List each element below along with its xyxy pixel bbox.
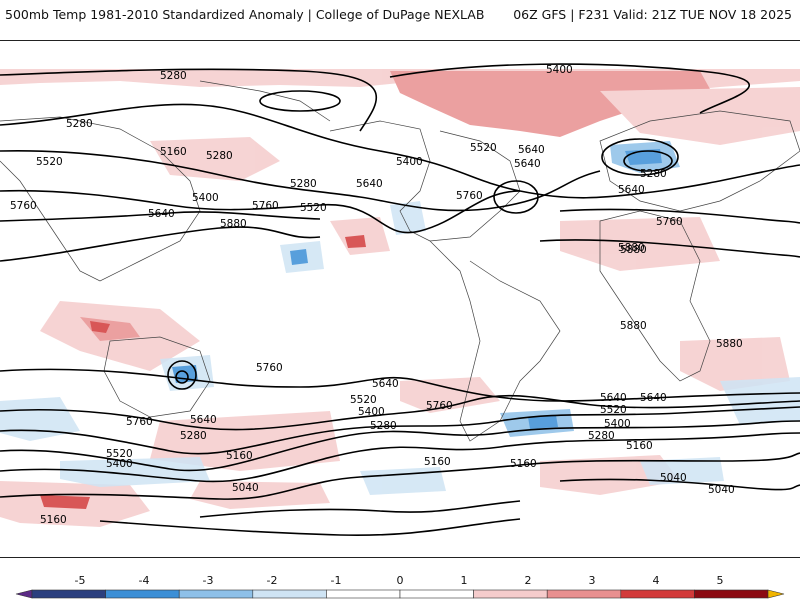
contour-label: 5280 — [370, 420, 397, 432]
contour-label: 5160 — [226, 450, 253, 462]
contour-label: 5520 — [600, 404, 627, 416]
contour-label: 5400 — [546, 64, 573, 76]
contour-label: 5040 — [660, 472, 687, 484]
colorbar-segments — [15, 589, 785, 599]
contour-label: 5280 — [160, 70, 187, 82]
contour-label: 5160 — [626, 440, 653, 452]
colorbar-label: 2 — [524, 574, 532, 587]
contour-label: 5760 — [456, 190, 483, 202]
colorbar-svg — [15, 589, 785, 599]
contour-label: 5160 — [160, 146, 187, 158]
contour-label: 5880 — [220, 218, 247, 230]
contour-label: 5280 — [290, 178, 317, 190]
contour-label: 5760 — [252, 200, 279, 212]
colorbar-segment — [252, 589, 327, 599]
model-valid-time: 06Z GFS | F231 Valid: 21Z TUE NOV 18 202… — [513, 7, 792, 22]
contour-label: 5640 — [640, 392, 667, 404]
colorbar-segment — [105, 589, 180, 599]
anomaly-map: 5280 5400 5280 5160 5280 5520 5640 5400 … — [0, 40, 800, 558]
contour-label: 5400 — [106, 458, 133, 470]
contour-label: 5760 — [426, 400, 453, 412]
contour-label: 5880 — [620, 320, 647, 332]
height-contours — [0, 63, 800, 537]
colorbar-label: 0 — [396, 574, 404, 587]
contour-label: 5640 — [356, 178, 383, 190]
contour-label: 5880 — [716, 338, 743, 350]
contour-label: 5880 — [620, 244, 647, 256]
contour-label: 5520 — [36, 156, 63, 168]
contour-label: 5520 — [300, 202, 327, 214]
contour-label: 5400 — [396, 156, 423, 168]
contour-label: 5640 — [618, 184, 645, 196]
contour-label: 5520 — [350, 394, 377, 406]
contour-label: 5280 — [206, 150, 233, 162]
colorbar-label: 4 — [652, 574, 660, 587]
colorbar-label: -3 — [202, 574, 214, 587]
colorbar-label: -1 — [330, 574, 342, 587]
contour-label: 5640 — [514, 158, 541, 170]
contour-label: 5640 — [372, 378, 399, 390]
contour-label: 5040 — [232, 482, 259, 494]
colorbar-segment — [326, 589, 401, 599]
colorbar-segment — [31, 589, 106, 599]
contour-labels: 5280 5400 5280 5160 5280 5520 5640 5400 … — [10, 64, 743, 526]
title-bar: 500mb Temp 1981-2010 Standardized Anomal… — [0, 0, 800, 40]
colorbar-label: -4 — [138, 574, 150, 587]
contour-label: 5760 — [126, 416, 153, 428]
colorbar-label: 1 — [460, 574, 468, 587]
colorbar-segment — [473, 589, 548, 599]
colorbar-arrow-high — [767, 589, 785, 599]
contour-label: 5040 — [708, 484, 735, 496]
contour-label: 5880 — [618, 242, 645, 254]
colorbar-segment — [178, 589, 254, 599]
contour-label: 5160 — [40, 514, 67, 526]
contour-label: 5520 — [106, 448, 133, 460]
contour-label: 5760 — [256, 362, 283, 374]
contour-label: 5760 — [656, 216, 683, 228]
contour-label: 5160 — [424, 456, 451, 468]
contour-label: 5640 — [518, 144, 545, 156]
contour-label: 5280 — [180, 430, 207, 442]
colorbar-segment — [620, 589, 695, 599]
colorbar-arrow-low — [15, 589, 33, 599]
colorbar-label: -5 — [74, 574, 86, 587]
colorbar-segment — [694, 589, 769, 599]
contour-label: 5280 — [640, 168, 667, 180]
contour-label: 5160 — [510, 458, 537, 470]
colorbar: -5 -4 -3 -2 -1 0 1 2 3 4 5 — [0, 570, 800, 600]
contour-label: 5280 — [588, 430, 615, 442]
contour-label: 5280 — [66, 118, 93, 130]
colorbar-label: 5 — [716, 574, 724, 587]
colorbar-label: -2 — [266, 574, 278, 587]
warm-anomaly-shading — [0, 69, 800, 527]
contour-label: 5400 — [192, 192, 219, 204]
map-title: 500mb Temp 1981-2010 Standardized Anomal… — [5, 7, 485, 22]
contour-label: 5640 — [148, 208, 175, 220]
colorbar-segment — [546, 589, 622, 599]
colorbar-label: 3 — [588, 574, 596, 587]
contour-label: 5400 — [358, 406, 385, 418]
contour-label: 5760 — [10, 200, 37, 212]
map-svg: 5280 5400 5280 5160 5280 5520 5640 5400 … — [0, 63, 800, 537]
contour-label: 5640 — [190, 414, 217, 426]
contour-label: 5520 — [470, 142, 497, 154]
colorbar-segment — [399, 589, 474, 599]
contour-label: 5400 — [604, 418, 631, 430]
contour-label: 5640 — [600, 392, 627, 404]
